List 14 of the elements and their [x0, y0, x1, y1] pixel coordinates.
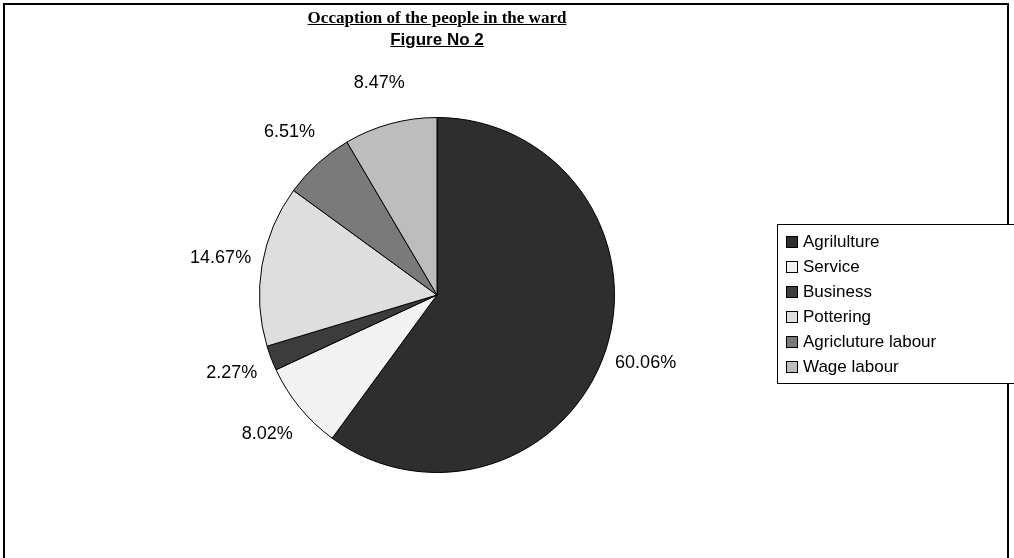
chart-subtitle: Figure No 2 [389, 30, 485, 50]
data-label: 2.27% [206, 362, 258, 383]
chart-title: Occaption of the people in the ward [306, 8, 568, 28]
legend-label: Agricluture labour [803, 331, 937, 352]
data-label: 8.02% [241, 423, 293, 444]
legend-label: Business [803, 281, 872, 302]
data-label: 6.51% [264, 121, 316, 142]
legend-label: Agrilulture [803, 231, 880, 252]
legend-label: Service [803, 256, 860, 277]
legend-label: Wage labour [803, 356, 899, 377]
legend-label: Pottering [803, 306, 872, 327]
data-label: 14.67% [190, 247, 252, 268]
data-label: 8.47% [353, 72, 405, 93]
data-label: 60.06% [615, 352, 677, 373]
